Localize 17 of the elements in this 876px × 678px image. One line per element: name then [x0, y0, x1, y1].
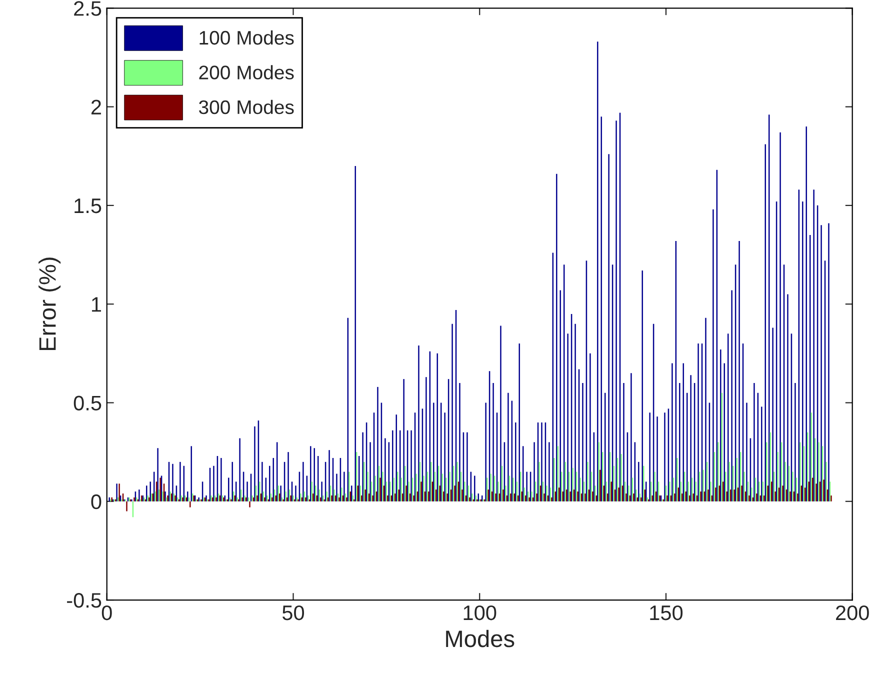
y-tick-label: 0.5 — [74, 396, 102, 410]
legend-label: 300 Modes — [199, 100, 294, 114]
legend-label: 200 Modes — [199, 65, 294, 80]
x-axis-title: Modes — [446, 630, 514, 648]
legend-label: 100 Modes — [200, 30, 294, 45]
x-tick-label: 150 — [650, 605, 683, 620]
y-axis-title: Error (%) — [38, 258, 61, 350]
y-tick-label: 1.5 — [74, 198, 102, 214]
y-tick-label: 1 — [92, 297, 101, 312]
y-tick-label: 2.5 — [74, 1, 102, 16]
x-tick-label: 50 — [282, 605, 304, 620]
x-tick-label: 0 — [102, 605, 112, 620]
y-tick-label: -0.5 — [67, 593, 102, 608]
y-tick-label: 2 — [91, 100, 101, 114]
x-tick-label: 200 — [836, 605, 869, 620]
x-tick-label: 100 — [464, 605, 496, 620]
y-tick-label: 0 — [91, 494, 102, 510]
